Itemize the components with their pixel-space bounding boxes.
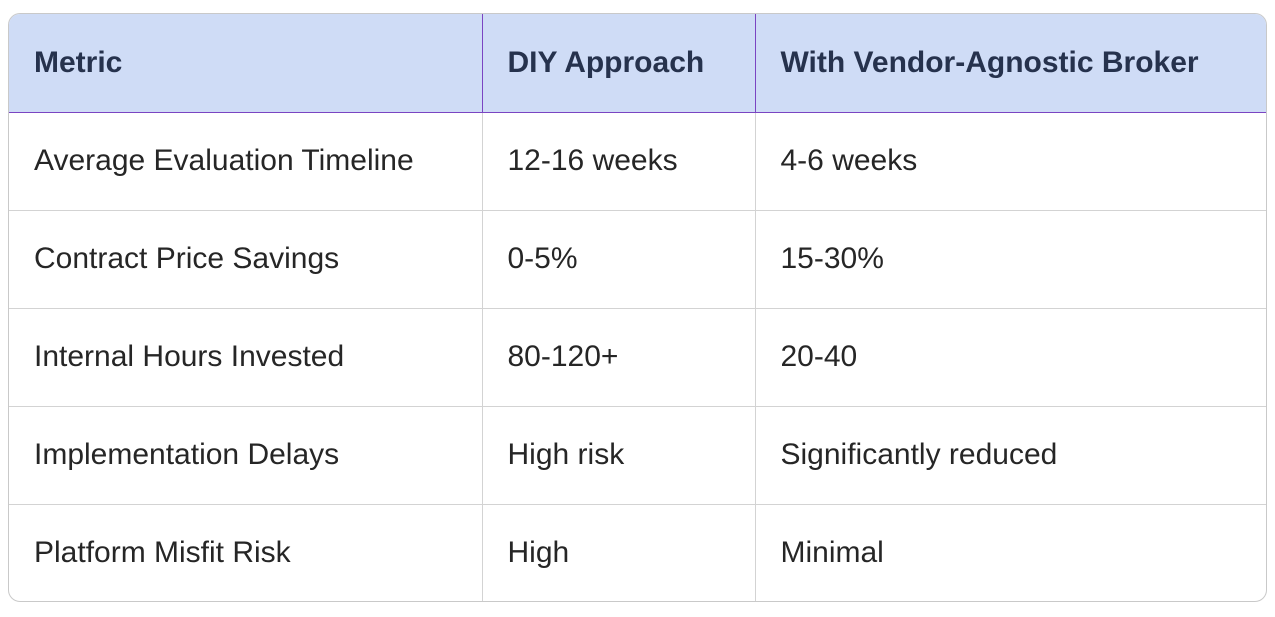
- broker-cell: Significantly reduced: [755, 405, 1266, 504]
- metric-cell: Platform Misfit Risk: [9, 503, 483, 601]
- metric-cell: Average Evaluation Timeline: [9, 112, 483, 210]
- table-row: Platform Misfit Risk High Minimal: [9, 503, 1266, 601]
- comparison-table: Metric DIY Approach With Vendor-Agnostic…: [9, 14, 1266, 601]
- table-row: Contract Price Savings 0-5% 15-30%: [9, 209, 1266, 308]
- header-row: Metric DIY Approach With Vendor-Agnostic…: [9, 14, 1266, 113]
- table-row: Internal Hours Invested 80-120+ 20-40: [9, 307, 1266, 406]
- diy-cell: High: [482, 503, 756, 601]
- metric-cell: Internal Hours Invested: [9, 307, 483, 406]
- header-metric: Metric: [9, 14, 483, 113]
- table-body: Average Evaluation Timeline 12-16 weeks …: [9, 112, 1266, 601]
- diy-cell: 12-16 weeks: [482, 112, 756, 210]
- comparison-table-container: Metric DIY Approach With Vendor-Agnostic…: [8, 13, 1267, 602]
- broker-cell: Minimal: [755, 503, 1266, 601]
- diy-cell: High risk: [482, 405, 756, 504]
- table-row: Implementation Delays High risk Signific…: [9, 405, 1266, 504]
- table-row: Average Evaluation Timeline 12-16 weeks …: [9, 112, 1266, 210]
- broker-cell: 4-6 weeks: [780, 144, 918, 177]
- header-broker: With Vendor-Agnostic Broker: [754, 14, 1266, 113]
- metric-cell: Implementation Delays: [9, 405, 483, 504]
- broker-cell: 15-30%: [755, 209, 1266, 308]
- broker-cell: 20-40: [755, 307, 1266, 406]
- header-diy-approach: DIY Approach: [481, 14, 756, 113]
- metric-cell: Contract Price Savings: [9, 209, 483, 308]
- table-header: Metric DIY Approach With Vendor-Agnostic…: [9, 14, 1266, 113]
- diy-cell: 80-120+: [482, 307, 756, 406]
- diy-cell: 0-5%: [482, 209, 756, 308]
